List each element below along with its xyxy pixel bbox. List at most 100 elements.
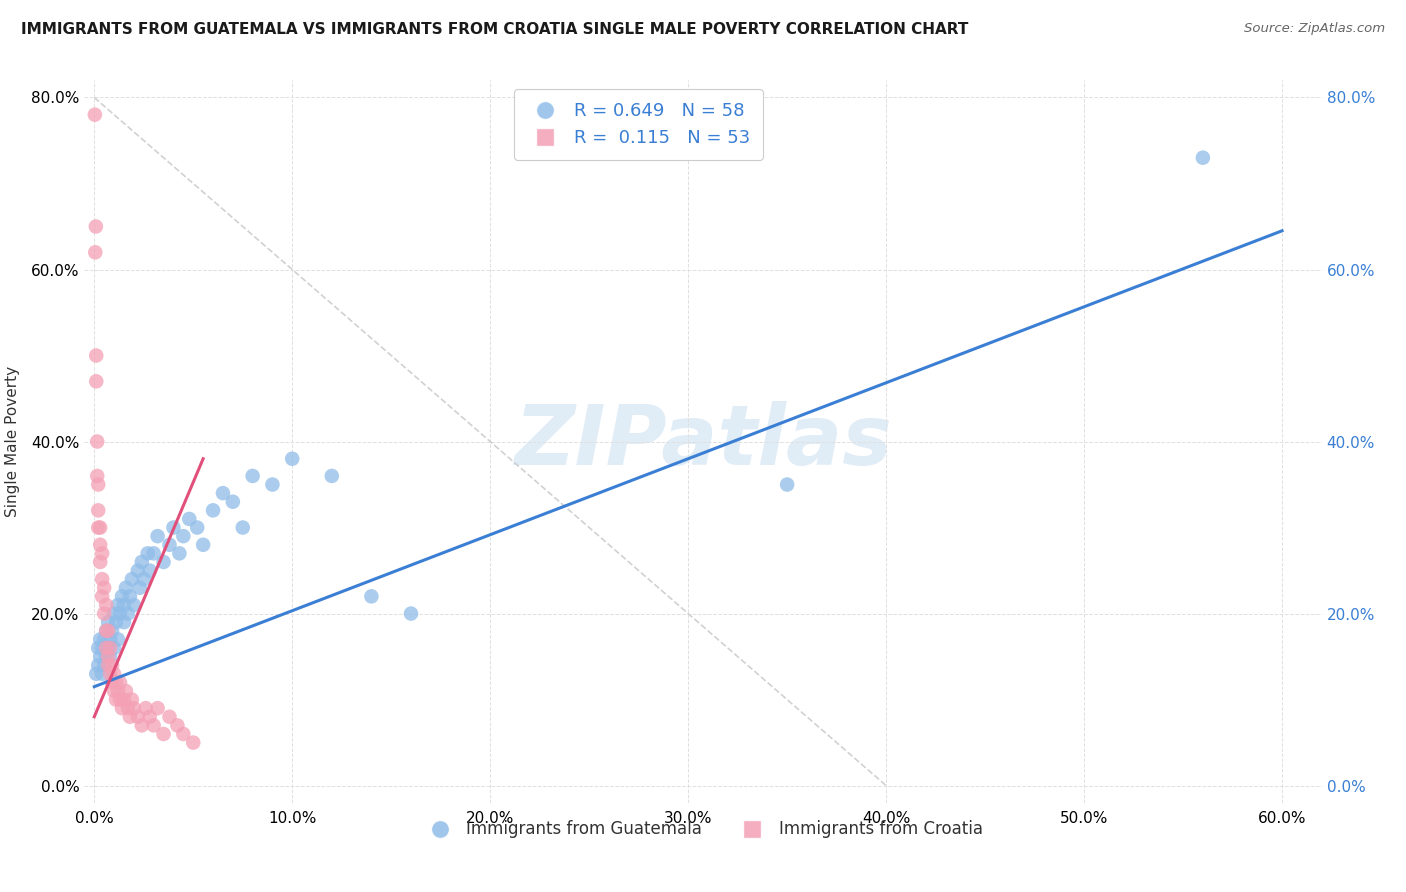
- Y-axis label: Single Male Poverty: Single Male Poverty: [4, 366, 20, 517]
- Point: [93, 607, 115, 621]
- Point: [87, 477, 110, 491]
- Point: [202, 503, 225, 517]
- Point: [103, 666, 125, 681]
- Point: [121, 692, 143, 706]
- Point: [115, 581, 138, 595]
- Point: [108, 692, 131, 706]
- Point: [128, 581, 150, 595]
- Point: [107, 632, 129, 647]
- Point: [89, 520, 111, 534]
- Point: [191, 538, 214, 552]
- Point: [169, 546, 191, 560]
- Point: [108, 607, 131, 621]
- Point: [776, 477, 799, 491]
- Point: [108, 675, 131, 690]
- Point: [118, 590, 141, 604]
- Point: [87, 640, 110, 655]
- Point: [91, 640, 114, 655]
- Point: [232, 520, 254, 534]
- Point: [166, 718, 188, 732]
- Point: [91, 590, 114, 604]
- Point: [159, 538, 181, 552]
- Point: [93, 658, 115, 673]
- Point: [146, 701, 169, 715]
- Point: [97, 624, 120, 638]
- Point: [152, 555, 174, 569]
- Point: [91, 666, 114, 681]
- Point: [101, 658, 124, 673]
- Point: [94, 598, 117, 612]
- Point: [181, 735, 204, 749]
- Text: ZIPatlas: ZIPatlas: [515, 401, 891, 482]
- Point: [117, 607, 139, 621]
- Point: [172, 727, 194, 741]
- Point: [159, 710, 181, 724]
- Point: [105, 692, 128, 706]
- Point: [83, 108, 105, 122]
- Point: [103, 640, 125, 655]
- Point: [105, 615, 128, 630]
- Point: [118, 710, 141, 724]
- Point: [103, 607, 125, 621]
- Point: [86, 434, 108, 449]
- Point: [94, 624, 117, 638]
- Legend: Immigrants from Guatemala, Immigrants from Croatia: Immigrants from Guatemala, Immigrants fr…: [416, 814, 990, 845]
- Point: [87, 520, 110, 534]
- Point: [89, 555, 111, 569]
- Point: [101, 675, 124, 690]
- Point: [93, 632, 115, 647]
- Point: [142, 718, 165, 732]
- Point: [222, 494, 245, 508]
- Point: [105, 675, 128, 690]
- Point: [321, 469, 343, 483]
- Point: [112, 598, 135, 612]
- Point: [136, 546, 159, 560]
- Point: [107, 684, 129, 698]
- Point: [94, 640, 117, 655]
- Point: [360, 590, 382, 604]
- Point: [97, 658, 120, 673]
- Point: [97, 649, 120, 664]
- Point: [179, 512, 201, 526]
- Point: [127, 710, 149, 724]
- Point: [98, 640, 121, 655]
- Point: [94, 649, 117, 664]
- Point: [162, 520, 184, 534]
- Point: [172, 529, 194, 543]
- Point: [93, 581, 115, 595]
- Point: [111, 590, 134, 604]
- Point: [122, 598, 145, 612]
- Point: [87, 658, 110, 673]
- Point: [122, 701, 145, 715]
- Text: IMMIGRANTS FROM GUATEMALA VS IMMIGRANTS FROM CROATIA SINGLE MALE POVERTY CORRELA: IMMIGRANTS FROM GUATEMALA VS IMMIGRANTS …: [21, 22, 969, 37]
- Point: [135, 701, 157, 715]
- Text: Source: ZipAtlas.com: Source: ZipAtlas.com: [1244, 22, 1385, 36]
- Point: [115, 684, 138, 698]
- Point: [98, 666, 121, 681]
- Point: [281, 451, 304, 466]
- Point: [242, 469, 264, 483]
- Point: [262, 477, 284, 491]
- Point: [186, 520, 208, 534]
- Point: [84, 349, 107, 363]
- Point: [98, 649, 121, 664]
- Point: [138, 710, 160, 724]
- Point: [91, 572, 114, 586]
- Point: [97, 615, 120, 630]
- Point: [101, 624, 124, 638]
- Point: [84, 375, 107, 389]
- Point: [132, 572, 155, 586]
- Point: [111, 701, 134, 715]
- Point: [142, 546, 165, 560]
- Point: [84, 245, 107, 260]
- Point: [87, 503, 110, 517]
- Point: [117, 701, 139, 715]
- Point: [89, 632, 111, 647]
- Point: [97, 640, 120, 655]
- Point: [84, 666, 107, 681]
- Point: [212, 486, 235, 500]
- Point: [112, 615, 135, 630]
- Point: [152, 727, 174, 741]
- Point: [89, 538, 111, 552]
- Point: [112, 692, 135, 706]
